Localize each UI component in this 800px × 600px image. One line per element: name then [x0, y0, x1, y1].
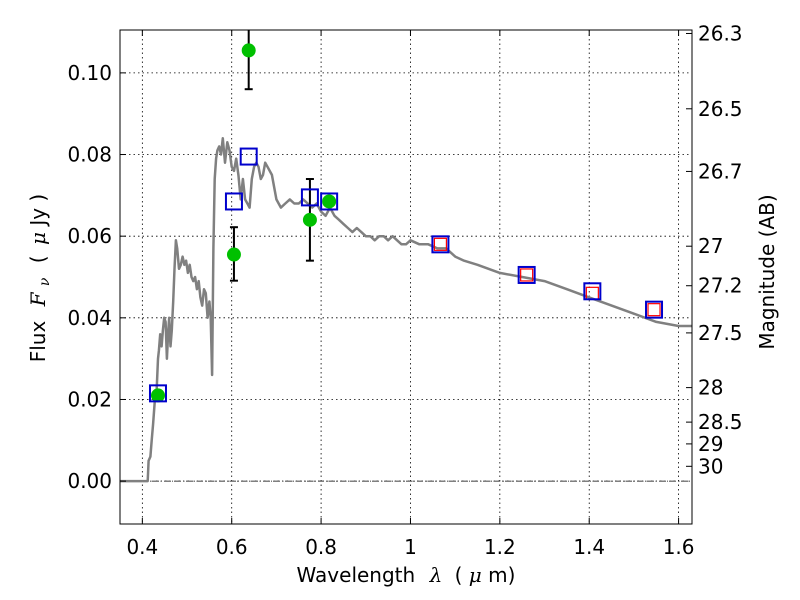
- y-axis: 0.00 0.02 0.04 0.06 0.08 0.10: [67, 61, 126, 493]
- x-tick-label: 1.4: [573, 535, 605, 559]
- y2-tick-label: 29: [698, 432, 723, 456]
- y-tick-label: 0.08: [67, 143, 112, 167]
- y-tick-label: 0.06: [67, 224, 112, 248]
- y2-tick-label: 27: [698, 234, 723, 258]
- x-axis: 0.4 0.6 0.8 1 1.2 1.4 1.6: [126, 30, 695, 559]
- y-tick-label: 0.04: [67, 306, 112, 330]
- model-bandpass-square: [320, 192, 339, 211]
- y-axis-label-symbol-sub: ν: [37, 277, 53, 286]
- observed-flux-point: [241, 43, 256, 58]
- model-bandpass-square: [431, 235, 450, 254]
- x-tick-label: 0.6: [216, 535, 248, 559]
- observed-flux-point: [226, 247, 241, 262]
- x-axis-label-unit-open: (: [455, 563, 463, 587]
- model-bandpass-square: [645, 300, 664, 319]
- y2-tick-label: 28.5: [698, 410, 743, 434]
- x-tick-label: 1: [404, 535, 417, 559]
- observed-flux-point: [150, 388, 165, 403]
- model-bandpass-square: [300, 188, 319, 207]
- x-axis-label: Wavelength λ ( μ m): [297, 563, 516, 587]
- y-tick-label: 0.10: [67, 61, 112, 85]
- x-axis-label-unit-rest: m): [488, 563, 515, 587]
- y2-tick-label: 27.2: [698, 274, 743, 298]
- x-axis-label-main: Wavelength: [297, 563, 416, 587]
- model-bandpass-square: [583, 282, 602, 301]
- model-bandpass-square: [148, 384, 167, 403]
- y2-tick-label: 27.5: [698, 321, 743, 345]
- y-axis-label-symbol: F: [26, 291, 50, 307]
- y2-tick-label: 28: [698, 376, 723, 400]
- y-tick-label: 0.02: [67, 387, 112, 411]
- y-tick-label: 0.00: [67, 469, 112, 493]
- y2-tick-label: 26.3: [698, 21, 743, 45]
- observed-flux-point: [302, 212, 317, 227]
- x-tick-label: 1.6: [663, 535, 695, 559]
- x-axis-label-unit-mu: μ: [469, 563, 482, 587]
- red-square-marker: [433, 237, 448, 251]
- y-axis-label-main: Flux: [26, 321, 50, 363]
- grid: [120, 30, 692, 524]
- model-bandpass-square: [224, 192, 243, 211]
- model-spectrum-line: [120, 136, 692, 483]
- observed-flux-point: [322, 194, 337, 209]
- model-bandpass-square: [517, 265, 536, 284]
- red-square-marker: [647, 303, 661, 317]
- series-layer: [120, 30, 692, 483]
- x-axis-label-symbol: λ: [429, 563, 443, 587]
- y2-axis-label: Magnitude (AB): [755, 194, 779, 349]
- y2-tick-label: 26.5: [698, 97, 743, 121]
- y-axis-label: Flux F ν ( μ Jy ): [26, 194, 54, 363]
- y2-tick-label: 26.7: [698, 159, 743, 183]
- model-bandpass-square: [239, 147, 258, 166]
- x-tick-label: 1.2: [484, 535, 516, 559]
- y2-tick-label: 30: [698, 454, 723, 478]
- red-square-marker: [520, 268, 534, 282]
- plot-frame: [119, 29, 693, 525]
- y-axis-label-unit-open: (: [26, 255, 50, 263]
- x-tick-label: 0.4: [126, 535, 158, 559]
- x-tick-label: 0.8: [305, 535, 337, 559]
- y-axis-label-unit-mu: μ: [26, 232, 50, 245]
- y-axis-label-unit-rest: Jy ): [26, 194, 50, 228]
